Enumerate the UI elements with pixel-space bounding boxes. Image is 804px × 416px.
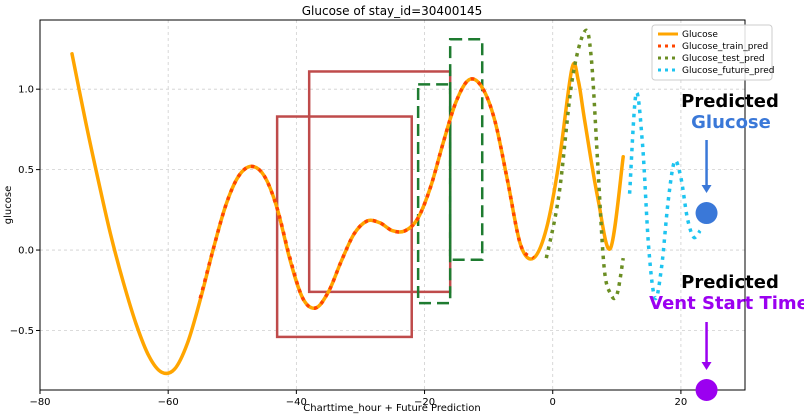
- y-axis-ticks: −0.5 0.0 0.5 1.0: [10, 85, 40, 337]
- predicted-vent-line1: Predicted: [681, 272, 779, 293]
- x-tick-label: 0: [550, 397, 556, 408]
- chart-title: Glucose of stay_id=30400145: [302, 4, 483, 18]
- series-line-glucose-train-pred: [198, 77, 535, 310]
- plot-area: [40, 20, 745, 390]
- series-line-glucose: [70, 52, 625, 376]
- predicted-glucose-line2: Glucose: [691, 112, 771, 133]
- y-axis-label: glucose: [3, 186, 14, 224]
- data-series: [70, 28, 702, 376]
- x-tick-label: −80: [29, 397, 50, 408]
- x-tick-label: −20: [414, 397, 435, 408]
- legend-label: Glucose: [682, 30, 718, 40]
- y-tick-label: 0.5: [18, 165, 34, 176]
- x-tick-label: −60: [158, 397, 179, 408]
- predicted-glucose-marker: [695, 202, 718, 225]
- x-tick-label: 20: [675, 397, 688, 408]
- plot-frame: [39, 19, 746, 391]
- legend-label: Glucose_future_pred: [682, 66, 774, 76]
- legend-label: Glucose_train_pred: [682, 42, 768, 52]
- legend: Glucose Glucose_train_pred Glucose_test_pr…: [651, 24, 774, 81]
- series-line-glucose-test-pred: [544, 28, 625, 301]
- vent-arrow-head: [701, 362, 712, 370]
- predicted-vent-start-marker: [695, 379, 718, 401]
- markers: [695, 140, 718, 401]
- x-axis-ticks: −80 −60 −40 −20 0 20: [29, 390, 687, 408]
- y-tick-label: 1.0: [18, 85, 34, 96]
- x-axis-label: Charttime_hour + Future Prediction: [303, 403, 480, 414]
- glucose-arrow-head: [701, 185, 712, 194]
- y-tick-label: −0.5: [10, 326, 34, 337]
- x-tick-label: −40: [286, 397, 307, 408]
- legend-box: [651, 24, 773, 81]
- legend-label: Glucose_test_pred: [682, 54, 765, 64]
- y-tick-label: 0.0: [18, 246, 34, 257]
- predicted-glucose-line1: Predicted: [681, 91, 779, 112]
- predicted-vent-line2: Vent Start Time: [649, 293, 804, 314]
